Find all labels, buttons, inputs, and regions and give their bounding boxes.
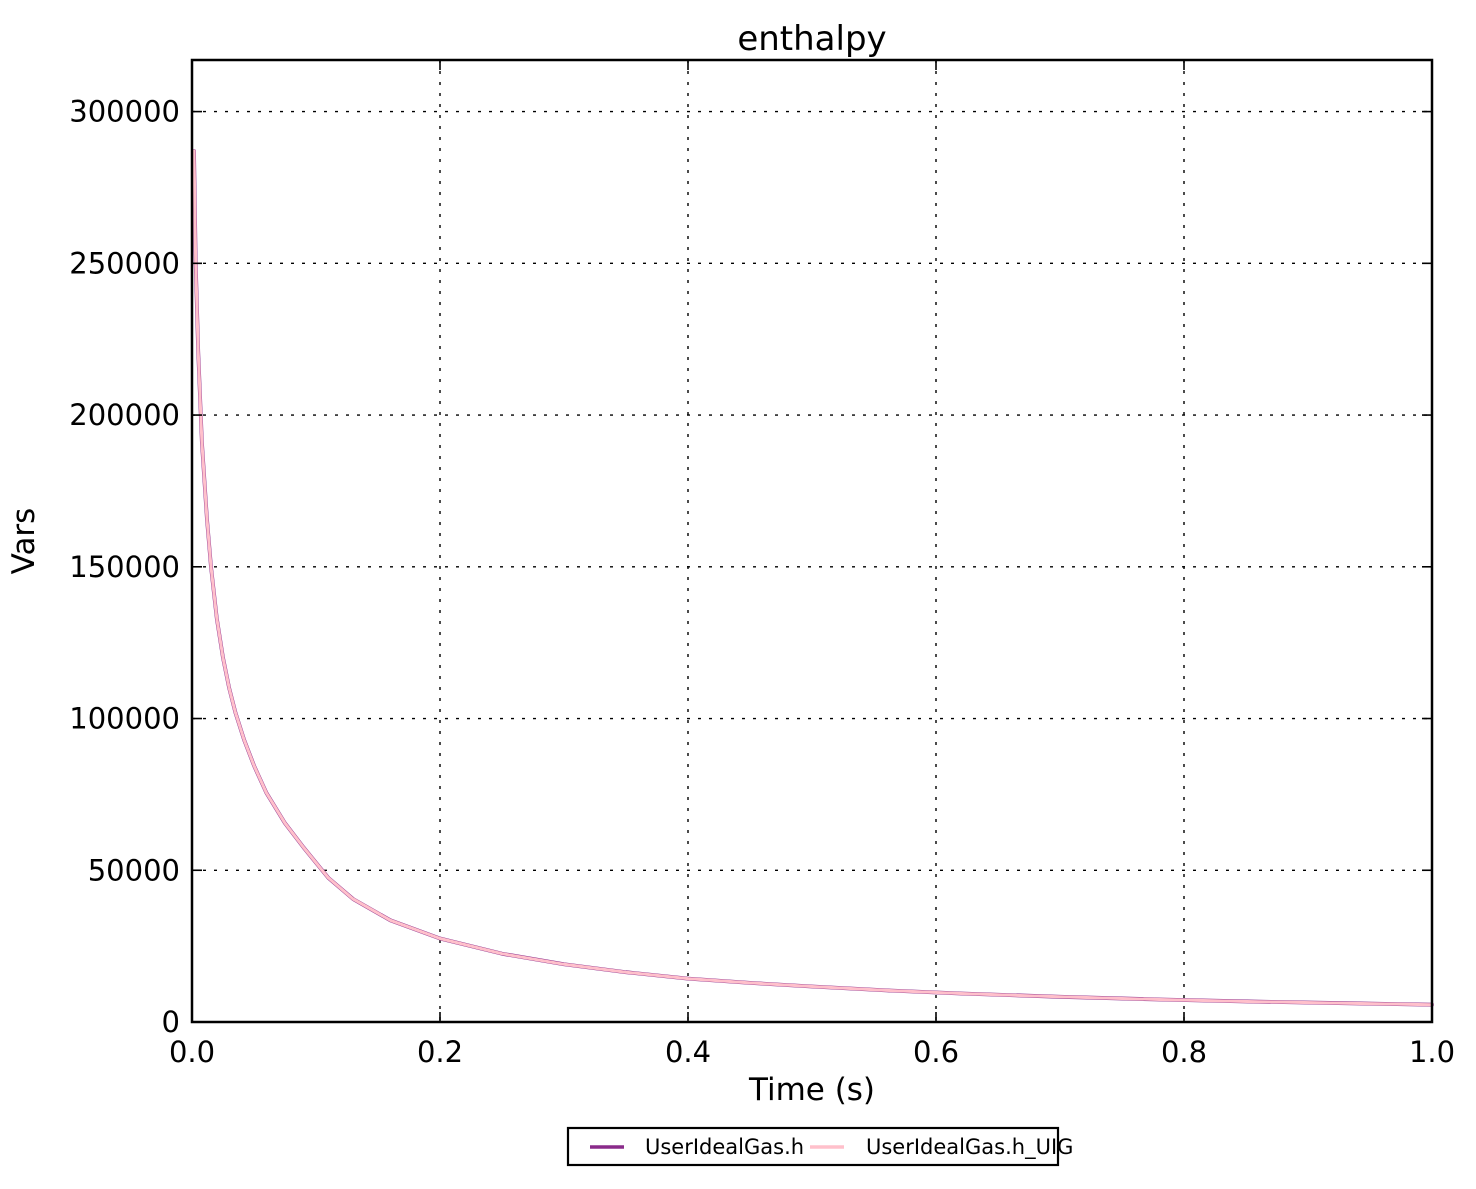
- axis-ticks: [191, 60, 1433, 1023]
- y-axis-label: Vars: [6, 508, 42, 575]
- plot-frame: [190, 58, 1434, 1024]
- legend-label-series-0: UserIdealGas.h: [645, 1135, 804, 1159]
- gridlines: [192, 60, 1432, 1022]
- y-tick-label: 150000: [69, 550, 180, 584]
- series-lines: [192, 149, 1434, 1007]
- legend-label-series-1: UserIdealGas.h_UIG: [866, 1135, 1073, 1160]
- x-tick-label: 0.8: [1161, 1035, 1207, 1069]
- x-tick-label: 0.2: [417, 1035, 463, 1069]
- series-line-1: [192, 149, 1434, 1007]
- y-tick-label: 300000: [69, 95, 180, 129]
- x-axis-label: Time (s): [748, 1072, 875, 1108]
- x-tick-label: 0.4: [665, 1035, 711, 1069]
- y-tick-label: 200000: [69, 398, 180, 432]
- series-line-0: [192, 149, 1434, 1007]
- chart-title: enthalpy: [737, 19, 886, 59]
- y-tick-label: 0: [162, 1005, 180, 1039]
- x-tick-label: 0.0: [169, 1035, 215, 1069]
- legend: UserIdealGas.h UserIdealGas.h_UIG: [566, 1126, 1073, 1167]
- y-tick-label: 50000: [88, 853, 180, 887]
- x-tick-label: 0.6: [913, 1035, 959, 1069]
- y-tick-label: 100000: [69, 702, 180, 736]
- y-tick-label: 250000: [69, 246, 180, 280]
- x-tick-label: 1.0: [1409, 1035, 1455, 1069]
- tick-labels: 0.0 0.2 0.4 0.6 0.8 1.0 0 50000 100000 150000 2000…: [69, 95, 1455, 1069]
